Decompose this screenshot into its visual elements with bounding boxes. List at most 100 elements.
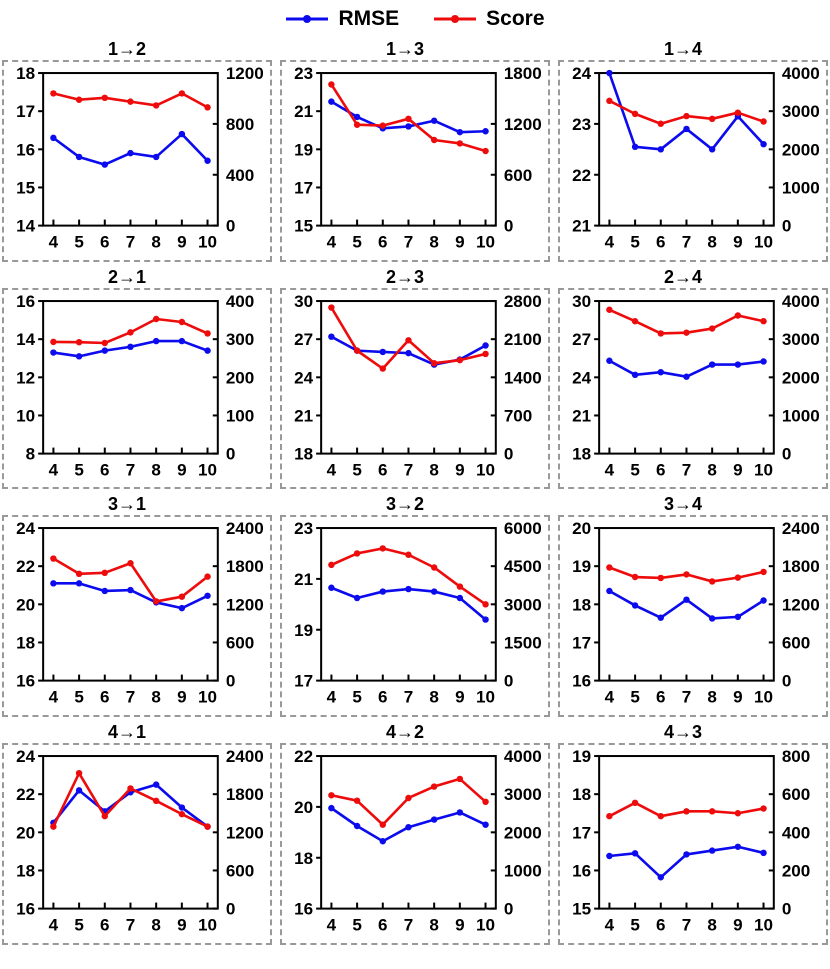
- rmse-point: [75, 580, 83, 588]
- left-tick-label: 17: [572, 824, 591, 843]
- score-point: [152, 797, 160, 805]
- x-tick-label: 4: [49, 916, 59, 935]
- rmse-point: [178, 804, 186, 811]
- subplot-title: 1→4: [663, 39, 703, 59]
- score-point: [379, 122, 386, 129]
- rmse-point: [101, 161, 108, 168]
- left-tick-label: 24: [572, 368, 591, 387]
- x-tick-label: 7: [404, 233, 413, 252]
- score-point: [127, 328, 134, 336]
- score-point: [405, 794, 412, 802]
- rmse-point: [606, 588, 613, 595]
- x-tick-label: 9: [177, 233, 186, 252]
- left-tick-label: 12: [16, 368, 35, 387]
- x-tick-label: 8: [429, 916, 438, 935]
- x-tick-label: 7: [682, 688, 691, 707]
- score-point: [734, 810, 742, 817]
- right-tick-label: 2000: [782, 140, 820, 159]
- x-tick-label: 9: [177, 688, 186, 707]
- score-point: [178, 318, 186, 325]
- rmse-point: [606, 853, 613, 860]
- subplot-2-1: 2→1 8 10 12 14 16 0 100 200 300 400 4 5 6 7 8 9 10: [2, 266, 272, 490]
- rmse-point: [127, 343, 134, 350]
- left-tick-label: 18: [572, 444, 591, 463]
- rmse-point: [760, 140, 767, 148]
- subplot-canvas: 15 17 19 21 23 0 600 1200 1800 4 5 6 7 8 9 10: [294, 64, 542, 252]
- right-tick-label: 1200: [782, 596, 820, 615]
- score-point: [482, 350, 489, 357]
- right-tick-label: 4000: [504, 747, 542, 766]
- score-point: [405, 115, 412, 123]
- right-tick-label: 2400: [782, 520, 820, 539]
- x-tick-label: 4: [605, 916, 615, 935]
- subplot-canvas: 14 15 16 17 18 0 400 800 1200 4 5 6 7 8 9 10: [16, 64, 264, 252]
- x-tick-label: 7: [682, 916, 691, 935]
- left-tick-label: 18: [16, 64, 35, 83]
- left-tick-label: 22: [294, 747, 313, 766]
- rmse-point: [657, 874, 664, 881]
- x-tick-label: 5: [352, 688, 361, 707]
- left-tick-label: 22: [16, 785, 35, 804]
- x-tick-label: 4: [49, 688, 59, 707]
- left-tick-label: 15: [572, 900, 591, 919]
- rmse-point: [456, 128, 464, 136]
- x-tick-label: 10: [198, 233, 217, 252]
- score-point: [683, 329, 690, 336]
- subplot-canvas: 18 21 24 27 30 0 700 1400 2100 2800 4 5 6 7 8 9 10: [294, 292, 542, 480]
- score-point: [379, 821, 386, 829]
- rmse-point: [734, 843, 742, 851]
- score-point: [683, 808, 690, 815]
- right-tick-label: 0: [782, 900, 791, 919]
- left-tick-label: 23: [572, 115, 591, 134]
- rmse-point: [734, 614, 742, 621]
- rmse-point: [482, 616, 489, 624]
- score-point: [606, 306, 613, 313]
- right-tick-label: 400: [226, 292, 254, 311]
- x-tick-label: 6: [378, 688, 387, 707]
- rmse-point: [760, 597, 767, 605]
- right-tick-label: 600: [226, 634, 254, 653]
- score-point: [152, 102, 160, 109]
- rmse-point: [152, 153, 160, 161]
- left-tick-label: 10: [16, 406, 35, 425]
- axes-box: [320, 299, 497, 455]
- x-tick-label: 6: [100, 460, 109, 479]
- score-point: [204, 104, 211, 111]
- x-tick-label: 7: [404, 688, 413, 707]
- left-tick-label: 17: [572, 634, 591, 653]
- legend-label-score: Score: [486, 7, 545, 30]
- axes-box: [320, 755, 497, 910]
- right-tick-label: 600: [226, 862, 254, 881]
- x-tick-label: 4: [605, 233, 615, 252]
- right-tick-label: 600: [504, 166, 532, 185]
- x-tick-label: 7: [126, 233, 135, 252]
- x-tick-label: 8: [151, 233, 160, 252]
- left-tick-label: 16: [572, 672, 591, 691]
- score-point: [482, 798, 489, 806]
- rmse-point: [178, 130, 186, 138]
- x-tick-label: 9: [455, 688, 464, 707]
- left-tick-label: 23: [294, 64, 313, 83]
- right-tick-label: 0: [782, 217, 791, 236]
- x-tick-label: 8: [707, 460, 716, 479]
- subplot-title: 4→2: [385, 722, 425, 743]
- right-tick-label: 3000: [782, 102, 820, 121]
- subplot-1-4: 1→4 21 22 23 24 0 1000 2000 3000 4000 4 5 6 7 8 9 10: [558, 38, 828, 262]
- score-point: [178, 90, 186, 97]
- right-tick-label: 6000: [504, 520, 542, 539]
- score-point: [482, 147, 489, 155]
- score-point: [708, 115, 716, 123]
- rmse-point: [353, 822, 361, 830]
- subplot-frame: 17 19 21 23 0 1500 3000 4500 6000 4 5 6 7 8 9 10: [280, 515, 550, 718]
- score-point: [50, 555, 57, 563]
- x-tick-label: 10: [198, 460, 217, 479]
- score-point: [127, 98, 134, 105]
- score-point: [127, 560, 134, 567]
- left-tick-label: 16: [16, 140, 35, 159]
- right-tick-label: 3000: [782, 330, 820, 349]
- subplot-title: 2→1: [107, 266, 147, 287]
- rmse-point: [75, 153, 83, 161]
- x-tick-label: 7: [126, 916, 135, 935]
- subplot-1-2: 1→2 14 15 16 17 18 0 400 800 1200 4 5 6 7 8 9 10: [2, 38, 272, 262]
- rmse-point: [708, 847, 716, 855]
